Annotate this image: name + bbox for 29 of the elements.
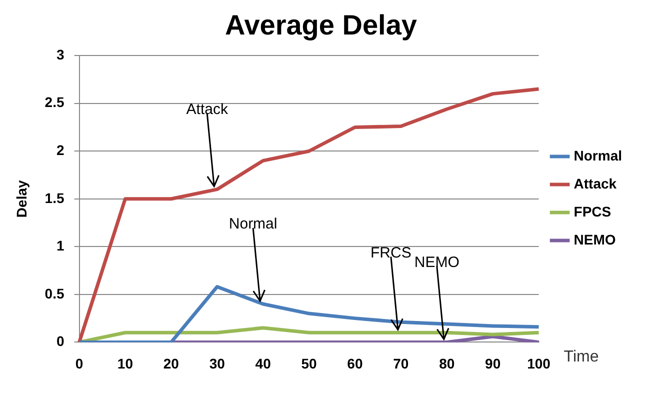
y-axis-title: Delay [13, 180, 30, 218]
x-axis-title: Time [564, 348, 599, 366]
x-tick-label: 60 [347, 355, 363, 372]
x-tick-label: 30 [209, 355, 226, 372]
annotation: Attack [186, 100, 228, 118]
y-tick-label: 2.5 [44, 94, 64, 110]
x-tick-label: 20 [163, 355, 180, 372]
y-tick-label: 2 [56, 142, 64, 158]
x-tick-label: 10 [117, 355, 134, 372]
x-tick-label: 80 [439, 355, 455, 372]
legend-label: Attack [574, 175, 617, 192]
x-tick-label: 50 [301, 355, 318, 372]
x-tick-label: 40 [255, 355, 272, 372]
x-tick-label: 70 [393, 355, 409, 372]
legend-label: FPCS [574, 203, 612, 220]
x-tick-label: 90 [485, 355, 501, 372]
y-tick-label: 0 [56, 333, 64, 350]
chart-title: Average Delay [225, 10, 418, 41]
annotation: NEMO [414, 254, 460, 271]
x-tick-label: 100 [527, 355, 551, 372]
y-tick-label: 1.5 [44, 190, 64, 206]
y-tick-label: 3 [56, 46, 64, 62]
y-tick-label: 0.5 [44, 285, 64, 302]
legend-label: NEMO [574, 231, 616, 248]
x-tick-label: 0 [75, 355, 84, 372]
annotation: FRCS [370, 244, 412, 262]
legend-label: Normal [574, 147, 622, 164]
annotation: Normal [228, 216, 278, 233]
y-tick-label: 1 [56, 238, 64, 254]
